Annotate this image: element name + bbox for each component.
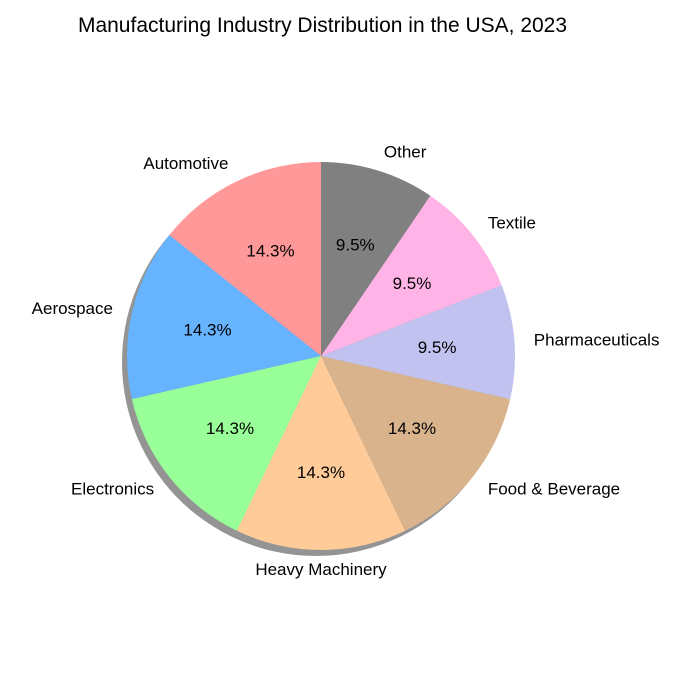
slice-label-electronics: Electronics: [71, 480, 154, 499]
slice-other: [321, 162, 431, 356]
slice-label-aerospace: Aerospace: [32, 299, 113, 318]
pct-label-aerospace: 14.3%: [183, 321, 231, 340]
chart-title: Manufacturing Industry Distribution in t…: [77, 14, 568, 37]
pie-slices: [127, 162, 515, 551]
slice-electronics: [131, 356, 321, 531]
pct-label-automotive: 14.3%: [246, 242, 294, 261]
slice-food-and-beverage: [321, 356, 511, 531]
slice-aerospace: [127, 235, 322, 400]
slice-textile: [321, 195, 502, 356]
slice-label-textile: Textile: [488, 213, 536, 232]
slice-automotive: [169, 162, 321, 356]
pct-label-electronics: 14.3%: [206, 419, 254, 438]
slice-label-other: Other: [384, 143, 427, 162]
slice-label-food-and-beverage: Food & Beverage: [488, 480, 620, 499]
pct-label-heavy-machinery: 14.3%: [297, 463, 345, 482]
slice-pharmaceuticals: [321, 285, 515, 400]
slice-label-heavy-machinery: Heavy Machinery: [255, 560, 387, 579]
pct-label-textile: 9.5%: [393, 274, 432, 293]
pct-label-food-and-beverage: 14.3%: [388, 419, 436, 438]
slice-label-automotive: Automotive: [143, 154, 228, 173]
pct-label-pharmaceuticals: 9.5%: [418, 338, 457, 357]
pie-labels: Automotive 14.3% Aerospace 14.3% Electronics…: [32, 143, 660, 579]
slice-label-pharmaceuticals: Pharmaceuticals: [534, 331, 660, 350]
slice-heavy-machinery: [236, 356, 406, 551]
pct-label-other: 9.5%: [336, 235, 375, 254]
